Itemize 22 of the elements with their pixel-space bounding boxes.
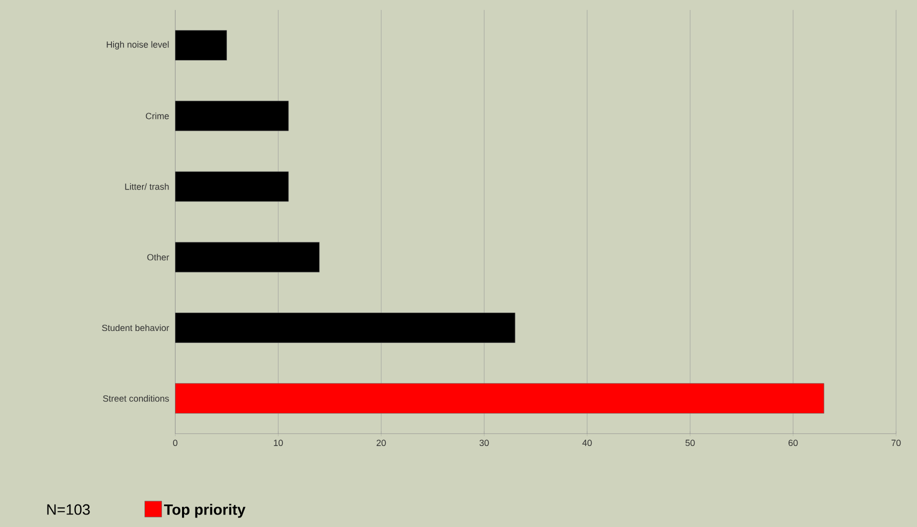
x-tick-label: 30 xyxy=(480,439,489,446)
y-tick-label: Litter/ trash xyxy=(125,183,169,190)
x-tick-label: 0 xyxy=(173,439,178,446)
bar xyxy=(175,100,289,131)
bar xyxy=(175,383,824,414)
y-tick-label: Street conditions xyxy=(103,394,169,402)
bar xyxy=(175,30,227,60)
text: N=103 xyxy=(47,504,90,515)
y-tick-label: Student behavior xyxy=(102,324,170,331)
legend-label: Top priority xyxy=(164,504,246,518)
bar xyxy=(175,242,320,272)
x-tick-label: 40 xyxy=(582,439,592,446)
x-tick-label: 70 xyxy=(892,439,901,446)
x-tick-label: 10 xyxy=(274,439,283,446)
y-tick-label: Other xyxy=(147,254,170,260)
bar xyxy=(175,171,289,202)
x-tick-label: 60 xyxy=(788,439,798,446)
bar xyxy=(175,312,516,343)
x-tick-label: 20 xyxy=(376,439,386,446)
x-tick-label: 50 xyxy=(686,439,695,446)
y-tick-label: High noise level xyxy=(106,40,169,50)
y-tick-label: Crime xyxy=(146,112,169,119)
